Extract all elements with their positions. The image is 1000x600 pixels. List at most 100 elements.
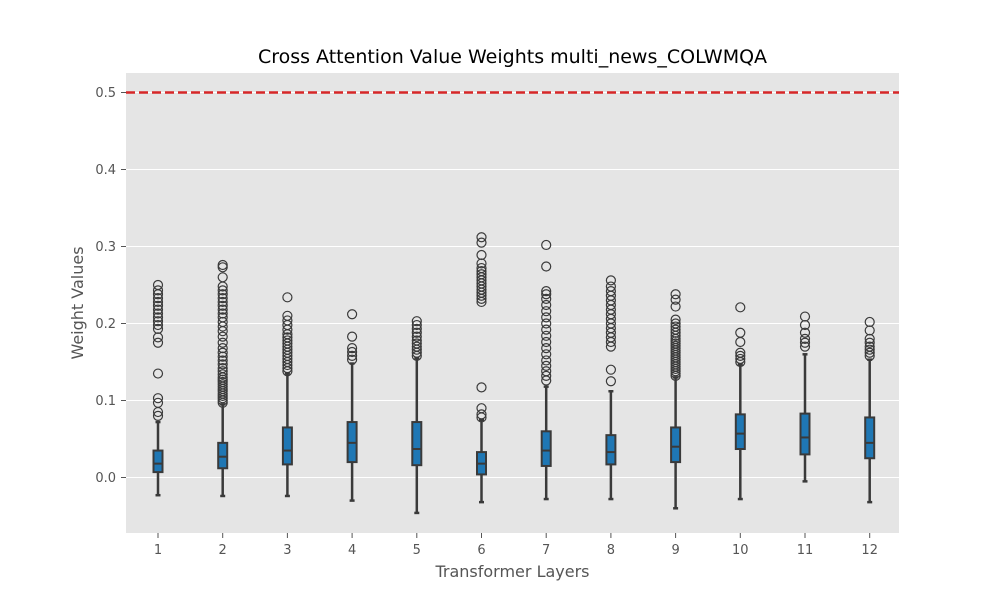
x-tick-label: 1: [154, 543, 162, 558]
outlier-point: [670, 321, 681, 332]
outlier-point: [799, 333, 811, 344]
box-layer-4: [346, 309, 358, 502]
outlier-point: [217, 296, 228, 308]
box: [152, 449, 164, 474]
outlier-point: [217, 289, 228, 300]
outlier-point: [217, 259, 228, 271]
outlier-point: [541, 261, 552, 272]
outlier-point: [217, 308, 228, 319]
outlier-point: [799, 327, 811, 338]
outlier-point: [670, 318, 681, 329]
outlier-point: [152, 323, 164, 334]
x-tick-label: 6: [477, 543, 485, 558]
box-layer-2: [217, 259, 229, 498]
outlier-point: [541, 299, 552, 311]
x-tick-label: 7: [542, 543, 550, 558]
box-layer-1: [152, 279, 164, 497]
outlier-point: [476, 237, 487, 248]
outlier-point: [541, 324, 552, 335]
box: [540, 430, 552, 467]
outlier-point: [735, 353, 746, 365]
outlier-point: [476, 249, 487, 261]
outlier-point: [152, 312, 164, 323]
outlier-point: [217, 355, 228, 366]
outlier-point: [411, 323, 422, 334]
outlier-point: [217, 300, 228, 311]
outlier-point: [541, 349, 552, 360]
outlier-point: [282, 310, 293, 321]
outlier-point: [347, 331, 358, 342]
y-tick-label: 0.2: [95, 317, 116, 332]
outlier-point: [347, 309, 358, 320]
outlier-point: [152, 397, 164, 408]
outlier-point: [670, 289, 681, 300]
y-tick-label: 0.5: [95, 86, 116, 101]
x-tick-label: 12: [861, 543, 878, 558]
outlier-point: [476, 409, 487, 420]
box: [605, 434, 617, 466]
outlier-point: [541, 239, 552, 251]
outlier-point: [152, 296, 164, 308]
box-layer-10: [734, 302, 746, 501]
outlier-point: [282, 292, 293, 303]
x-tick-label: 8: [607, 543, 615, 558]
outlier-point: [541, 336, 552, 348]
outlier-point: [670, 314, 681, 325]
outlier-point: [152, 300, 164, 311]
outlier-point: [476, 269, 487, 280]
box-plots: [152, 232, 876, 515]
outlier-point: [541, 330, 552, 341]
outlier-point: [411, 316, 422, 327]
outlier-point: [864, 347, 875, 358]
outlier-point: [670, 324, 681, 335]
outlier-point: [152, 279, 164, 291]
outlier-point: [605, 364, 617, 375]
outlier-point: [541, 355, 552, 366]
y-tick-label: 0.4: [95, 163, 116, 178]
box-layer-3: [281, 292, 293, 498]
outlier-point: [476, 403, 487, 414]
outlier-point: [476, 232, 487, 243]
y-tick-label: 0.1: [95, 394, 116, 409]
box: [670, 426, 682, 464]
outlier-point: [347, 346, 358, 358]
box-layer-9: [670, 289, 682, 510]
outlier-point: [282, 332, 293, 343]
x-axis-label: Transformer Layers: [434, 562, 589, 581]
outlier-point: [347, 354, 358, 365]
outlier-point: [217, 304, 228, 315]
outlier-point: [541, 306, 552, 317]
outlier-point: [541, 366, 552, 377]
outlier-point: [152, 393, 164, 404]
outlier-point: [152, 319, 164, 331]
outlier-point: [217, 347, 228, 358]
outlier-point: [217, 331, 228, 342]
box-layer-6: [476, 232, 487, 504]
y-tick-label: 0.3: [95, 240, 116, 255]
x-tick-label: 4: [348, 543, 356, 558]
outlier-point: [541, 293, 552, 304]
outlier-point: [476, 262, 487, 274]
outlier-point: [476, 382, 487, 393]
outlier-point: [541, 360, 552, 371]
box-layer-8: [605, 275, 617, 501]
outlier-point: [217, 337, 228, 348]
outlier-point: [152, 368, 164, 379]
outlier-point: [864, 344, 875, 355]
box-layer-11: [799, 311, 811, 483]
outlier-point: [217, 363, 228, 374]
y-tick-label: 0.0: [95, 471, 116, 486]
grid-lines: [126, 92, 899, 478]
outlier-point: [217, 285, 228, 296]
outlier-point: [411, 327, 422, 338]
outlier-point: [541, 312, 552, 323]
outlier-point: [541, 318, 552, 329]
outlier-point: [411, 335, 422, 346]
outlier-point: [411, 341, 422, 352]
outlier-point: [735, 327, 746, 338]
outlier-point: [411, 331, 422, 342]
x-tick-label: 11: [797, 543, 814, 558]
outlier-point: [152, 410, 164, 421]
x-tick-label: 2: [219, 543, 227, 558]
